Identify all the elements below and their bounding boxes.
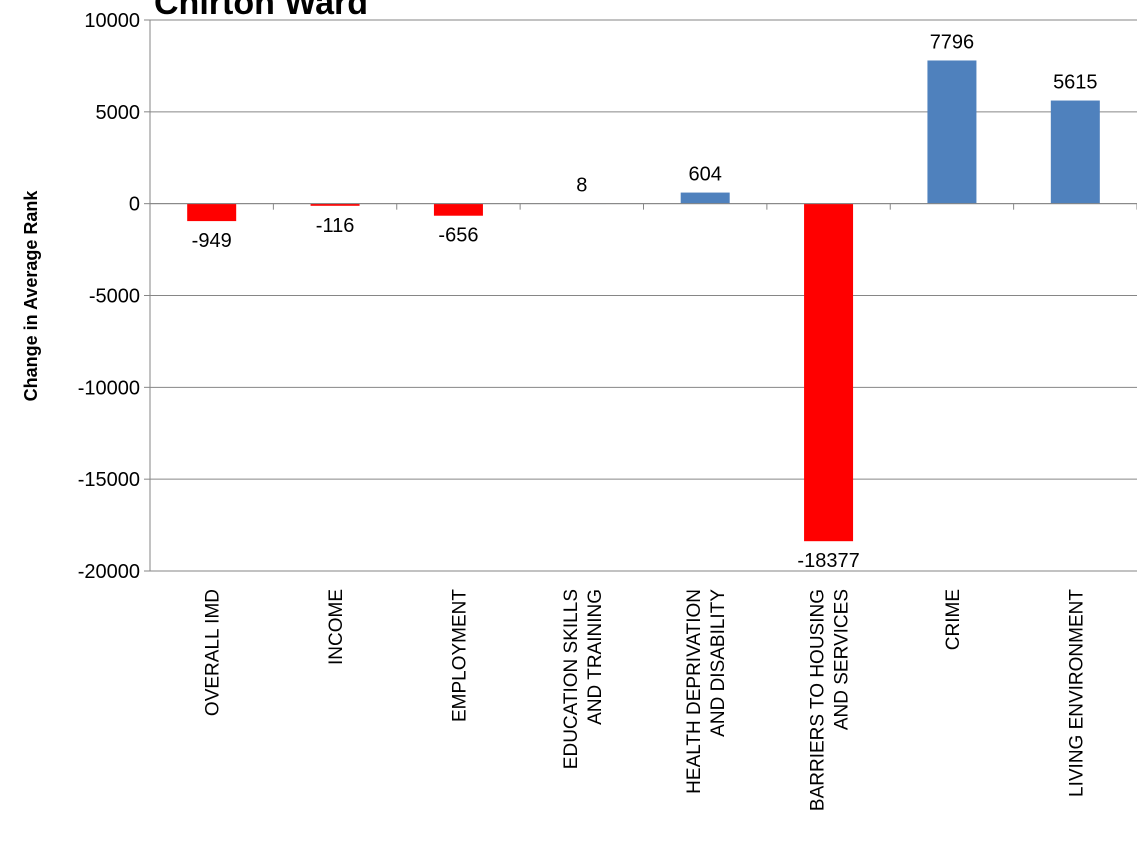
data-label: -949 <box>192 230 232 252</box>
data-label: -116 <box>316 215 355 237</box>
category-label: AND DISABILITY <box>708 589 729 737</box>
category-label: AND SERVICES <box>832 589 853 730</box>
bar <box>433 203 483 216</box>
bar <box>310 203 360 206</box>
category-label: CRIME <box>943 589 964 650</box>
category-label: OVERALL IMD <box>203 589 224 716</box>
category-label: EDUCATION SKILLS <box>561 589 582 769</box>
y-tick-label: -20000 <box>78 561 140 583</box>
data-labels: -949 -116 -656 8 604 -18377 7796 5615 <box>192 31 1098 572</box>
gridlines <box>144 19 1137 572</box>
y-tick-label: 5000 <box>96 102 141 124</box>
bar <box>680 192 730 204</box>
data-label: 7796 <box>930 31 975 53</box>
bar <box>187 203 237 222</box>
bars <box>187 60 1100 542</box>
y-tick-label: 10000 <box>84 10 140 32</box>
chart-title: Chirton Ward <box>154 0 368 22</box>
data-label: 5615 <box>1053 72 1098 94</box>
category-label: LIVING ENVIRONMENT <box>1066 589 1087 797</box>
y-tick-label: -15000 <box>78 469 140 491</box>
category-labels: OVERALL IMD INCOME EMPLOYMENT EDUCATION SKI… <box>203 589 1088 811</box>
category-label: INCOME <box>326 589 347 665</box>
axes <box>149 20 1137 571</box>
data-label: 8 <box>576 175 587 197</box>
y-tick-labels: 10000 5000 0 -5000 -10000 -15000 -20000 <box>78 10 140 583</box>
data-label: -18377 <box>797 550 859 572</box>
category-label: HEALTH DEPRIVATION <box>684 589 705 794</box>
category-label: AND TRAINING <box>585 589 606 725</box>
category-label: EMPLOYMENT <box>449 589 470 722</box>
y-tick-label: 0 <box>129 194 140 216</box>
bar <box>1050 100 1100 204</box>
data-label: 604 <box>689 164 722 186</box>
y-tick-label: -5000 <box>89 286 140 308</box>
category-label: BARRIERS TO HOUSING <box>808 589 829 811</box>
data-label: -656 <box>438 225 478 247</box>
y-axis-title: Change in Average Rank <box>21 190 41 402</box>
bar <box>927 60 977 204</box>
bar <box>804 203 854 542</box>
y-tick-label: -10000 <box>78 377 140 399</box>
